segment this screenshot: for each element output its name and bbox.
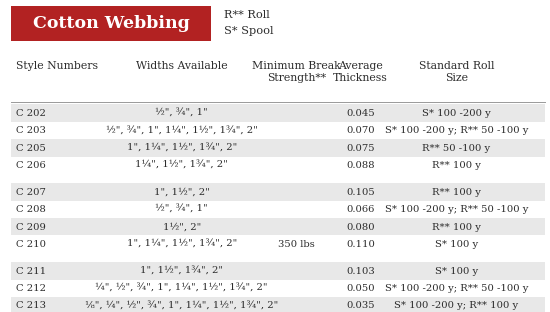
Text: Minimum Break
Strength**: Minimum Break Strength** xyxy=(252,61,341,83)
Text: Average
Thickness: Average Thickness xyxy=(333,61,388,83)
Text: R** 50 -100 y: R** 50 -100 y xyxy=(422,144,491,153)
Text: Style Numbers: Style Numbers xyxy=(16,61,98,71)
Text: R** Roll: R** Roll xyxy=(224,10,270,20)
Text: 1½", 2": 1½", 2" xyxy=(163,222,201,232)
FancyBboxPatch shape xyxy=(11,297,544,312)
FancyBboxPatch shape xyxy=(11,139,544,157)
Text: 1¼", 1½", 1¾", 2": 1¼", 1½", 1¾", 2" xyxy=(135,161,228,170)
Text: 1", 1½", 2": 1", 1½", 2" xyxy=(154,188,210,197)
Text: C 203: C 203 xyxy=(16,126,46,135)
Text: S* 100 -200 y: S* 100 -200 y xyxy=(422,109,491,118)
Text: 1", 1¼", 1½", 1¾", 2": 1", 1¼", 1½", 1¾", 2" xyxy=(126,240,237,249)
Text: 0.066: 0.066 xyxy=(346,205,375,214)
FancyBboxPatch shape xyxy=(11,183,544,201)
Text: 0.110: 0.110 xyxy=(346,240,375,249)
Text: C 208: C 208 xyxy=(16,205,46,214)
Text: C 213: C 213 xyxy=(16,301,46,310)
Text: 1", 1½", 1¾", 2": 1", 1½", 1¾", 2" xyxy=(140,267,223,275)
Text: C 205: C 205 xyxy=(16,144,46,153)
Text: ½", ¾", 1": ½", ¾", 1" xyxy=(156,109,208,118)
Text: 0.045: 0.045 xyxy=(346,109,375,118)
Text: 0.080: 0.080 xyxy=(346,222,375,232)
Text: Widths Available: Widths Available xyxy=(136,61,228,71)
Text: 0.050: 0.050 xyxy=(346,284,375,293)
Text: S* Spool: S* Spool xyxy=(224,26,274,36)
Text: C 206: C 206 xyxy=(16,161,46,170)
Text: R** 100 y: R** 100 y xyxy=(432,188,481,197)
Text: S* 100 y: S* 100 y xyxy=(435,267,478,275)
Text: R** 100 y: R** 100 y xyxy=(432,222,481,232)
Text: 0.035: 0.035 xyxy=(346,301,375,310)
Text: Standard Roll
Size: Standard Roll Size xyxy=(419,61,494,83)
Text: 1", 1¼", 1½", 1¾", 2": 1", 1¼", 1½", 1¾", 2" xyxy=(126,144,237,153)
FancyBboxPatch shape xyxy=(11,218,544,236)
Text: C 202: C 202 xyxy=(16,109,46,118)
Text: 0.103: 0.103 xyxy=(346,267,375,275)
Text: 350 lbs: 350 lbs xyxy=(278,240,315,249)
Text: S* 100 -200 y; R** 100 y: S* 100 -200 y; R** 100 y xyxy=(394,301,519,310)
Text: 0.088: 0.088 xyxy=(346,161,375,170)
Text: ½", ¾", 1": ½", ¾", 1" xyxy=(156,205,208,214)
Text: S* 100 -200 y; R** 50 -100 y: S* 100 -200 y; R** 50 -100 y xyxy=(385,205,528,214)
FancyBboxPatch shape xyxy=(11,6,211,41)
Text: S* 100 y: S* 100 y xyxy=(435,240,478,249)
Text: C 211: C 211 xyxy=(16,267,46,275)
Text: Cotton Webbing: Cotton Webbing xyxy=(33,15,190,32)
Text: C 210: C 210 xyxy=(16,240,46,249)
Text: ½", ¾", 1", 1¼", 1½", 1¾", 2": ½", ¾", 1", 1¼", 1½", 1¾", 2" xyxy=(106,126,257,135)
Text: C 207: C 207 xyxy=(16,188,46,197)
FancyBboxPatch shape xyxy=(11,262,544,280)
FancyBboxPatch shape xyxy=(11,104,544,122)
Text: S* 100 -200 y; R** 50 -100 y: S* 100 -200 y; R** 50 -100 y xyxy=(385,126,528,135)
Text: ¼", ½", ¾", 1", 1¼", 1½", 1¾", 2": ¼", ½", ¾", 1", 1¼", 1½", 1¾", 2" xyxy=(96,284,268,293)
Text: R** 100 y: R** 100 y xyxy=(432,161,481,170)
Text: C 212: C 212 xyxy=(16,284,46,293)
Text: C 209: C 209 xyxy=(16,222,46,232)
Text: ⅛", ¼", ½", ¾", 1", 1¼", 1½", 1¾", 2": ⅛", ¼", ½", ¾", 1", 1¼", 1½", 1¾", 2" xyxy=(85,301,278,310)
Text: 0.070: 0.070 xyxy=(346,126,375,135)
Text: S* 100 -200 y; R** 50 -100 y: S* 100 -200 y; R** 50 -100 y xyxy=(385,284,528,293)
Text: 0.105: 0.105 xyxy=(346,188,375,197)
Text: 0.075: 0.075 xyxy=(346,144,375,153)
